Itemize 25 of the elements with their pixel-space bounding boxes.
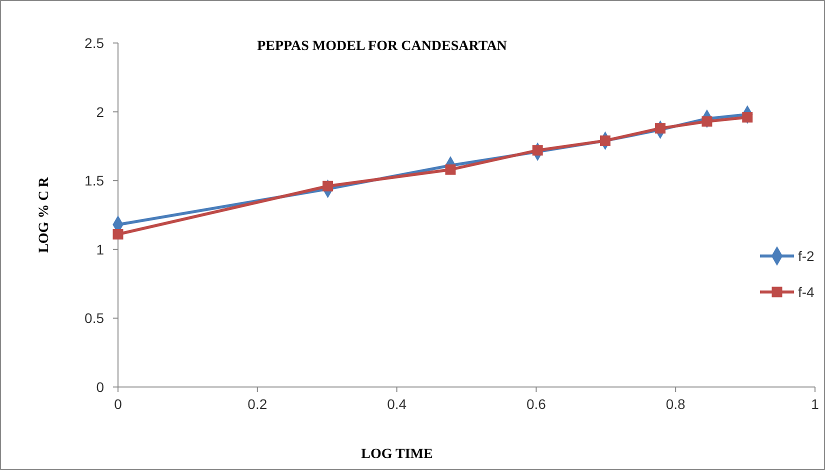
x-tick-label: 0.4 (387, 396, 407, 412)
x-tick-label: 0.8 (666, 396, 686, 412)
y-tick-label: 0 (96, 379, 104, 395)
x-axis-title: LOG TIME (361, 447, 433, 462)
point (322, 180, 334, 192)
legend-label: f-2 (798, 248, 815, 264)
point (112, 229, 124, 240)
x-tick-label: 1 (811, 396, 820, 412)
y-tick-label: 1 (96, 241, 104, 258)
legend-label: f-4 (798, 284, 815, 300)
point (742, 112, 753, 123)
x-tick-label: 0.2 (248, 396, 268, 412)
point (702, 116, 712, 127)
point (532, 145, 543, 156)
point (655, 123, 666, 134)
x-tick-label: 0.6 (526, 396, 546, 412)
point (445, 164, 456, 175)
y-axis-title: LOG % C R (37, 176, 52, 253)
y-tick-label: 2 (96, 104, 104, 120)
x-tick-label: 0 (114, 396, 122, 412)
y-tick-label: 1.5 (84, 172, 104, 189)
point (600, 135, 610, 146)
y-tick-label: 0.5 (84, 310, 104, 326)
chart-title: PEPPAS MODEL FOR CANDESARTAN (257, 39, 507, 54)
y-tick-label: 2.5 (84, 35, 104, 51)
